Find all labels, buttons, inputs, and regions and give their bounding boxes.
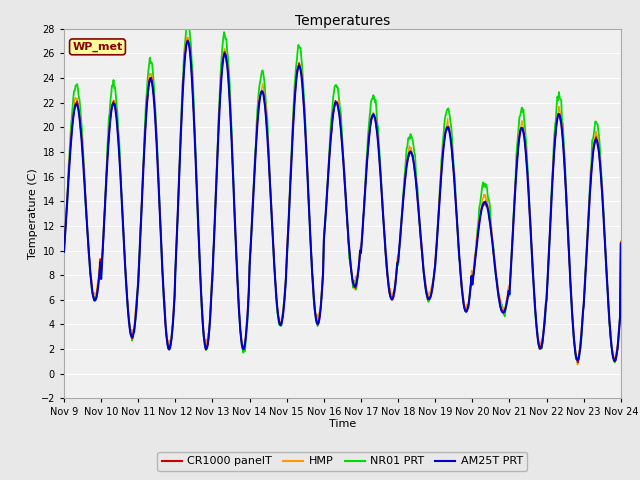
X-axis label: Time: Time xyxy=(329,419,356,429)
Text: WP_met: WP_met xyxy=(72,42,123,52)
Title: Temperatures: Temperatures xyxy=(295,13,390,28)
Y-axis label: Temperature (C): Temperature (C) xyxy=(28,168,38,259)
Legend: CR1000 panelT, HMP, NR01 PRT, AM25T PRT: CR1000 panelT, HMP, NR01 PRT, AM25T PRT xyxy=(157,452,527,471)
